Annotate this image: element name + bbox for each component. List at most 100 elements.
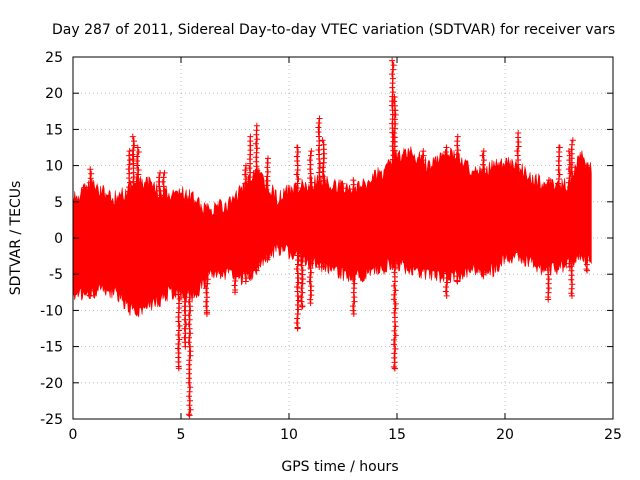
- data-point: [444, 203, 451, 209]
- data-point: [130, 241, 137, 248]
- data-point: [481, 247, 488, 254]
- data-point: [176, 327, 183, 334]
- data-point: [556, 144, 562, 151]
- data-point: [247, 205, 254, 212]
- data-point: [584, 203, 591, 210]
- data-point: [316, 156, 323, 163]
- data-point: [156, 292, 163, 299]
- data-point: [87, 166, 94, 173]
- data-point: [299, 235, 306, 242]
- x-axis-title: GPS time / hours: [281, 459, 398, 475]
- data-point: [392, 183, 399, 190]
- data-point: [264, 240, 271, 247]
- data-point: [442, 288, 449, 295]
- data-point: [315, 250, 322, 257]
- data-point: [583, 176, 590, 183]
- data-point: [350, 186, 357, 193]
- data-point: [298, 298, 305, 305]
- data-point: [392, 233, 399, 240]
- data-point: [241, 270, 248, 277]
- data-point: [392, 192, 399, 199]
- data-point: [185, 276, 192, 283]
- data-point: [186, 235, 193, 242]
- data-point: [480, 197, 487, 204]
- data-spike: [565, 148, 574, 270]
- data-point: [186, 388, 193, 395]
- data-point: [316, 178, 323, 185]
- data-point: [481, 211, 488, 218]
- data-point: [392, 305, 399, 312]
- data-point: [443, 144, 450, 151]
- data-point: [161, 259, 168, 266]
- data-point: [432, 201, 439, 208]
- data-point: [181, 249, 188, 256]
- data-point: [389, 84, 396, 91]
- data-point: [298, 244, 305, 251]
- data-point: [232, 269, 238, 276]
- data-point: [514, 175, 521, 182]
- data-point: [126, 161, 133, 168]
- data-point: [515, 179, 522, 186]
- data-point: [577, 231, 584, 238]
- data-point: [444, 279, 451, 286]
- data-point: [546, 195, 553, 202]
- data-point: [131, 174, 138, 181]
- data-point: [584, 221, 591, 228]
- data-point: [319, 204, 326, 211]
- data-point: [350, 307, 357, 314]
- data-spike: [442, 144, 451, 299]
- data-point: [253, 267, 260, 274]
- x-tick-label: 0: [69, 427, 78, 443]
- chart-title: Day 287 of 2011, Sidereal Day-to-day VTE…: [52, 22, 615, 38]
- data-point: [131, 142, 138, 149]
- data-point: [442, 243, 449, 250]
- data-point: [351, 253, 358, 260]
- data-point: [131, 268, 138, 275]
- data-point: [82, 285, 89, 292]
- data-point: [454, 210, 461, 217]
- data-point: [454, 237, 461, 244]
- data-point: [161, 210, 168, 217]
- x-tick-label: 10: [280, 427, 298, 443]
- data-spike: [390, 93, 399, 372]
- data-point: [584, 198, 591, 205]
- data-point: [231, 233, 238, 240]
- data-point: [232, 228, 239, 235]
- data-point: [254, 262, 261, 269]
- data-point: [390, 341, 397, 348]
- data-point: [391, 327, 398, 334]
- data-point: [391, 197, 398, 204]
- data-point: [294, 207, 301, 214]
- data-point: [295, 261, 302, 268]
- data-point: [555, 167, 562, 173]
- data-point: [203, 309, 210, 316]
- data-point: [339, 203, 346, 210]
- data-point: [392, 278, 399, 285]
- data-point: [181, 271, 188, 278]
- data-point: [569, 240, 576, 247]
- data-point: [294, 252, 301, 259]
- data-point: [443, 162, 450, 169]
- data-point: [577, 236, 584, 243]
- data-spike: [181, 213, 190, 350]
- data-point: [160, 174, 167, 181]
- data-point: [339, 194, 346, 201]
- data-point: [317, 237, 324, 244]
- data-point: [585, 212, 592, 219]
- data-point: [187, 330, 194, 337]
- data-point: [176, 278, 183, 285]
- data-point: [204, 249, 211, 256]
- data-point: [306, 206, 313, 213]
- data-point: [186, 262, 193, 269]
- data-point: [134, 207, 141, 214]
- data-point: [514, 152, 521, 159]
- data-point: [350, 249, 357, 256]
- data-point: [391, 215, 398, 222]
- data-point: [349, 276, 356, 283]
- data-point: [583, 225, 590, 232]
- data-point: [298, 285, 305, 292]
- data-point: [253, 244, 260, 251]
- data-point: [232, 278, 239, 285]
- data-point: [556, 171, 563, 178]
- data-point: [298, 231, 305, 238]
